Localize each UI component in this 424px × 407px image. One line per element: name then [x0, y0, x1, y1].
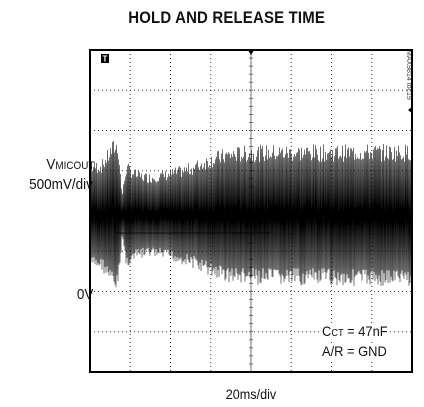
trigger-marker-label: T: [103, 55, 108, 64]
y-signal-main: V: [45, 156, 55, 173]
x-axis-label: 20ms/div: [225, 386, 277, 402]
signal-waveform: [90, 140, 412, 288]
cct-main: C: [322, 323, 332, 339]
cct-sub: CT: [331, 328, 344, 339]
y-signal-label: VMICOUT: [46, 156, 94, 173]
zero-reference-label: 0V: [76, 286, 93, 303]
trigger-position-icon: [248, 50, 254, 55]
cct-annotation: CCT = 47nF: [322, 323, 388, 339]
ar-annotation: A/R = GND: [322, 343, 387, 359]
cct-value: = 47nF: [343, 323, 388, 339]
chart-id-label: MAX9814 toc19: [405, 50, 412, 100]
chart-title: HOLD AND RELEASE TIME: [128, 8, 326, 27]
y-scale-label: 500mV/div: [29, 176, 93, 193]
y-signal-sub: MICOUT: [54, 160, 94, 172]
trigger-level-arrow-icon: [408, 106, 413, 114]
markers: T: [101, 50, 413, 114]
signal-trace: [90, 140, 412, 288]
trigger-marker-icon: [101, 54, 109, 63]
